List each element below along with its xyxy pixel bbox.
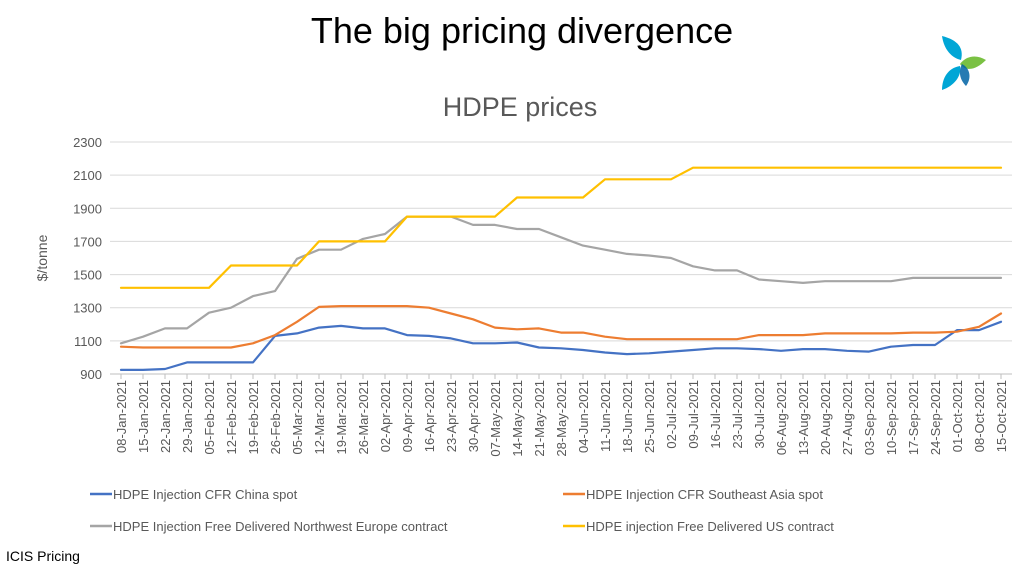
- x-tick-label: 12-Mar-2021: [312, 380, 327, 454]
- x-tick-label: 10-Sep-2021: [884, 380, 899, 455]
- x-tick-label: 09-Apr-2021: [400, 380, 415, 452]
- x-tick-label: 04-Jun-2021: [576, 380, 591, 453]
- y-tick-label: 2300: [73, 135, 102, 150]
- y-tick-label: 1900: [73, 201, 102, 216]
- x-tick-label: 02-Apr-2021: [378, 380, 393, 452]
- x-tick-label: 23-Jul-2021: [730, 380, 745, 449]
- legend-label: HDPE Injection Free Delivered Northwest …: [113, 519, 448, 534]
- series-line-2: [119, 305, 1003, 349]
- y-tick-label: 2100: [73, 168, 102, 183]
- y-axis-label: $/tonne: [34, 234, 50, 281]
- x-tick-label: 23-Apr-2021: [444, 380, 459, 452]
- x-tick-label: 14-May-2021: [510, 380, 525, 457]
- x-tick-label: 16-Jul-2021: [708, 380, 723, 449]
- y-axis-ticks: 900 1100 1300 1500 1700 1900 2100 2300: [73, 135, 102, 382]
- y-tick-label: 1700: [73, 234, 102, 249]
- source-footnote: ICIS Pricing: [6, 548, 80, 564]
- x-tick-label: 22-Jan-2021: [158, 380, 173, 453]
- legend-label: HDPE Injection CFR China spot: [113, 487, 298, 502]
- x-tick-label: 05-Mar-2021: [290, 380, 305, 454]
- x-tick-label: 15-Jan-2021: [136, 380, 151, 453]
- x-tick-label: 26-Feb-2021: [268, 380, 283, 454]
- x-tick-label: 21-May-2021: [532, 380, 547, 457]
- x-tick-label: 17-Sep-2021: [906, 380, 921, 455]
- x-tick-label: 24-Sep-2021: [928, 380, 943, 455]
- x-tick-label: 28-May-2021: [554, 380, 569, 457]
- x-tick-label: 15-Oct-2021: [994, 380, 1009, 452]
- series-line-1: [119, 320, 1003, 371]
- y-tick-label: 1500: [73, 268, 102, 283]
- x-tick-label: 06-Aug-2021: [774, 380, 789, 455]
- chart-title: HDPE prices: [443, 92, 598, 122]
- legend-label: HDPE Injection CFR Southeast Asia spot: [586, 487, 823, 502]
- x-tick-label: 03-Sep-2021: [862, 380, 877, 455]
- x-tick-label: 05-Feb-2021: [202, 380, 217, 454]
- x-tick-label: 02-Jul-2021: [664, 380, 679, 449]
- x-tick-label: 19-Feb-2021: [246, 380, 261, 454]
- x-tick-label: 26-Mar-2021: [356, 380, 371, 454]
- x-tick-label: 18-Jun-2021: [620, 380, 635, 453]
- x-tick-label: 30-Apr-2021: [466, 380, 481, 452]
- x-tick-label: 01-Oct-2021: [950, 380, 965, 452]
- x-tick-label: 08-Oct-2021: [972, 380, 987, 452]
- x-tick-label: 09-Jul-2021: [686, 380, 701, 449]
- y-tick-label: 1300: [73, 301, 102, 316]
- x-tick-label: 29-Jan-2021: [180, 380, 195, 453]
- gridlines: [110, 141, 1012, 375]
- x-tick-label: 25-Jun-2021: [642, 380, 657, 453]
- legend: HDPE Injection CFR China spot HDPE Inject…: [90, 487, 834, 534]
- x-tick-label: 19-Mar-2021: [334, 380, 349, 454]
- x-tick-label: 11-Jun-2021: [598, 380, 613, 452]
- x-tick-label: 30-Jul-2021: [752, 380, 767, 449]
- legend-label: HDPE injection Free Delivered US contrac…: [586, 519, 834, 534]
- series-line-4: [119, 166, 1003, 289]
- x-tick-label: 07-May-2021: [488, 380, 503, 457]
- series-line-3: [119, 215, 1003, 345]
- series-lines: [119, 166, 1003, 371]
- x-axis-ticks: 08-Jan-2021 15-Jan-2021 22-Jan-2021 29-Jan-…: [114, 374, 1009, 457]
- x-tick-label: 27-Aug-2021: [840, 380, 855, 455]
- x-tick-label: 16-Apr-2021: [422, 380, 437, 452]
- x-tick-label: 13-Aug-2021: [796, 380, 811, 455]
- icis-logo-icon: [942, 36, 986, 90]
- x-tick-label: 12-Feb-2021: [224, 380, 239, 454]
- slide-title: The big pricing divergence: [310, 10, 734, 51]
- x-tick-label: 20-Aug-2021: [818, 380, 833, 455]
- y-tick-label: 900: [80, 367, 102, 382]
- y-tick-label: 1100: [74, 334, 102, 349]
- x-tick-label: 08-Jan-2021: [114, 380, 129, 453]
